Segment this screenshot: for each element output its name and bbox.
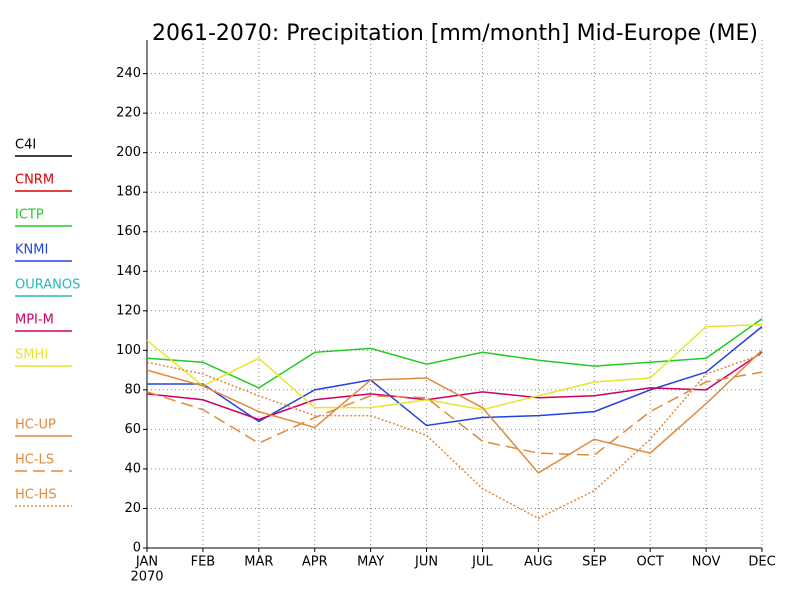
legend-label: MPI-M: [15, 313, 54, 328]
x-tick-label: OCT: [637, 555, 664, 570]
series-line: [146, 318, 763, 389]
x-tick-label: JUL: [471, 555, 493, 570]
x-tick-label: MAY: [357, 555, 384, 570]
chart-title: 2061-2070: Precipitation [mm/month] Mid-…: [152, 21, 758, 46]
y-tick-label: 240: [116, 66, 141, 81]
series-line: [146, 323, 763, 411]
legend-label: KNMI: [15, 243, 48, 258]
x-tick-label: FEB: [191, 555, 216, 570]
y-tick-label: 80: [124, 382, 141, 397]
year-label: 2070: [130, 570, 163, 585]
x-tick-label: MAR: [244, 555, 273, 570]
y-tick-label: 20: [124, 501, 141, 516]
y-tick-label: 100: [116, 343, 141, 358]
y-tick-label: 140: [116, 264, 141, 279]
x-tick-label: JAN: [135, 555, 158, 570]
series-line: [146, 353, 763, 520]
legend-label: HC-LS: [15, 453, 54, 468]
x-tick-label: SEP: [582, 555, 606, 570]
y-tick-label: 120: [116, 303, 141, 318]
y-tick-label: 200: [116, 145, 141, 160]
legend-label: OURANOS: [15, 278, 80, 293]
y-tick-label: 60: [124, 422, 141, 437]
x-tick-label: NOV: [692, 555, 721, 570]
y-tick-label: 0: [133, 541, 141, 556]
legend-label: C4I: [15, 138, 36, 153]
series-line: [147, 326, 763, 427]
series-line: [146, 371, 763, 456]
y-tick-label: 220: [116, 106, 141, 121]
legend-label: HC-UP: [15, 418, 56, 433]
legend-label: CNRM: [15, 173, 54, 188]
y-tick-label: 40: [124, 461, 141, 476]
x-tick-label: DEC: [748, 555, 775, 570]
legend-label: ICTP: [15, 208, 44, 223]
series-line: [146, 349, 763, 474]
x-tick-label: JUN: [414, 555, 438, 570]
series-line: [146, 351, 763, 421]
x-tick-label: AUG: [524, 555, 552, 570]
y-tick-label: 180: [116, 185, 141, 200]
x-tick-label: APR: [302, 555, 328, 570]
legend-label: HC-HS: [15, 488, 57, 503]
y-tick-label: 160: [116, 224, 141, 239]
legend-label: SMHI: [15, 348, 48, 363]
